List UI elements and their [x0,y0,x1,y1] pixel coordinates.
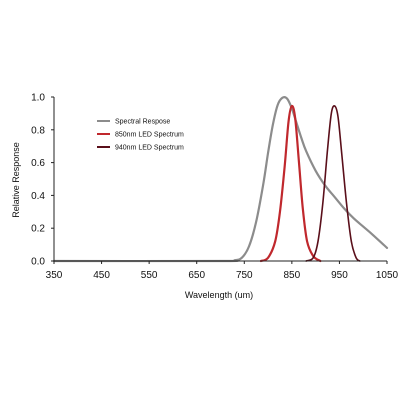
x-tick-label: 1050 [376,270,399,281]
x-tick-label: 350 [46,270,63,281]
series-line-850nm-led-spectrum [259,104,322,263]
legend-label-850nm-led-spectrum: 850nm LED Spectrum [115,132,184,139]
series-line-spectral-respose [52,96,389,263]
y-tick-label: 0.8 [31,125,45,136]
y-axis-title: Relative Response [11,142,21,218]
y-tick-label: 0.6 [31,158,45,169]
axes-layer: 350 450 550 650 750 850 950 1050 0.0 0.2 0.4 0.6 0.8… [31,93,398,282]
y-tick-label: 1.0 [31,93,45,104]
x-tick-label: 450 [93,270,110,281]
x-tick-label: 750 [236,270,253,281]
x-tick-label: 650 [188,270,205,281]
y-tick-label: 0.4 [31,191,45,202]
x-tick-label: 550 [141,270,158,281]
y-tick-label: 0.2 [31,224,45,235]
legend-label-940nm-led-spectrum: 940nm LED Spectrum [115,145,184,152]
y-tick-label: 0.0 [31,257,45,268]
series-line-940nm-led-spectrum [305,105,361,262]
x-tick-label: 850 [284,270,301,281]
x-axis-title: Wavelength (um) [185,290,253,300]
legend-label-spectral-respose: Spectral Respose [115,119,170,126]
series-layer [52,96,389,263]
x-tick-label: 950 [331,270,348,281]
legend: Spectral Respose 850nm LED Spectrum 940nm … [97,119,184,152]
